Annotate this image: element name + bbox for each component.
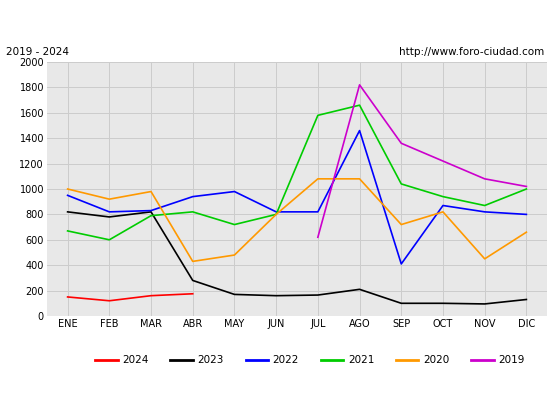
Text: Evolucion Nº Turistas Nacionales en el municipio de Monreal de Ariza: Evolucion Nº Turistas Nacionales en el m… — [58, 14, 492, 28]
Text: 2021: 2021 — [348, 355, 374, 365]
Text: http://www.foro-ciudad.com: http://www.foro-ciudad.com — [399, 47, 544, 57]
Text: 2019: 2019 — [498, 355, 525, 365]
Text: 2023: 2023 — [197, 355, 224, 365]
Text: 2024: 2024 — [122, 355, 149, 365]
Text: 2019 - 2024: 2019 - 2024 — [6, 47, 69, 57]
Text: 2022: 2022 — [273, 355, 299, 365]
Text: 2020: 2020 — [423, 355, 449, 365]
